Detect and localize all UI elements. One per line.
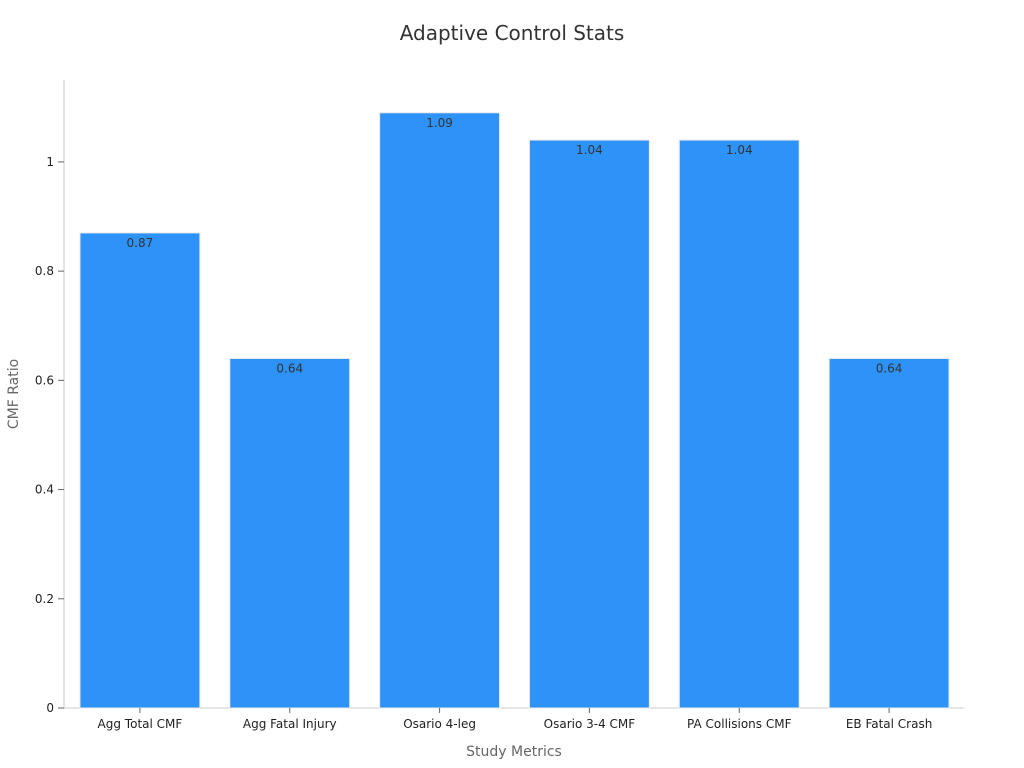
bar-data-label: 0.64 [276,362,303,376]
x-tick-label: Agg Fatal Injury [243,717,337,731]
bar-data-label: 0.64 [876,362,903,376]
y-tick-label: 0.8 [35,264,54,278]
bar-data-label: 1.09 [426,116,453,130]
x-tick-label: EB Fatal Crash [846,717,933,731]
bar-data-label: 1.04 [726,143,753,157]
y-tick-label: 0 [46,701,54,715]
y-tick-label: 1 [46,155,54,169]
y-tick-label: 0.4 [35,483,54,497]
x-axis-title: Study Metrics [466,744,562,760]
bar [229,358,351,709]
y-tick-label: 0.2 [35,592,54,606]
bar [678,139,800,709]
x-tick-label: Agg Total CMF [98,717,183,731]
x-tick-label: Osario 3-4 CMF [544,717,636,731]
bar [528,139,650,709]
y-axis-ticks: 0 0.2 0.4 0.6 0.8 1 [35,155,64,715]
bar [828,358,950,709]
x-axis-ticks: Agg Total CMF Agg Fatal Injury Osario 4-le… [98,708,933,731]
bar [379,112,501,709]
y-tick-label: 0.6 [35,373,54,387]
x-tick-label: Osario 4-leg [403,717,476,731]
bar-series: 0.87 0.64 1.09 1.04 1.04 0.64 [79,112,950,709]
x-tick-label: PA Collisions CMF [687,717,792,731]
bar-data-label: 0.87 [127,236,154,250]
chart-title: Adaptive Control Stats [400,21,625,45]
bar [79,232,201,709]
bar-data-label: 1.04 [576,143,603,157]
y-axis-title: CMF Ratio [6,359,22,429]
